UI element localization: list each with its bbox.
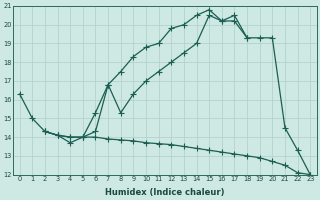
X-axis label: Humidex (Indice chaleur): Humidex (Indice chaleur) [105, 188, 225, 197]
